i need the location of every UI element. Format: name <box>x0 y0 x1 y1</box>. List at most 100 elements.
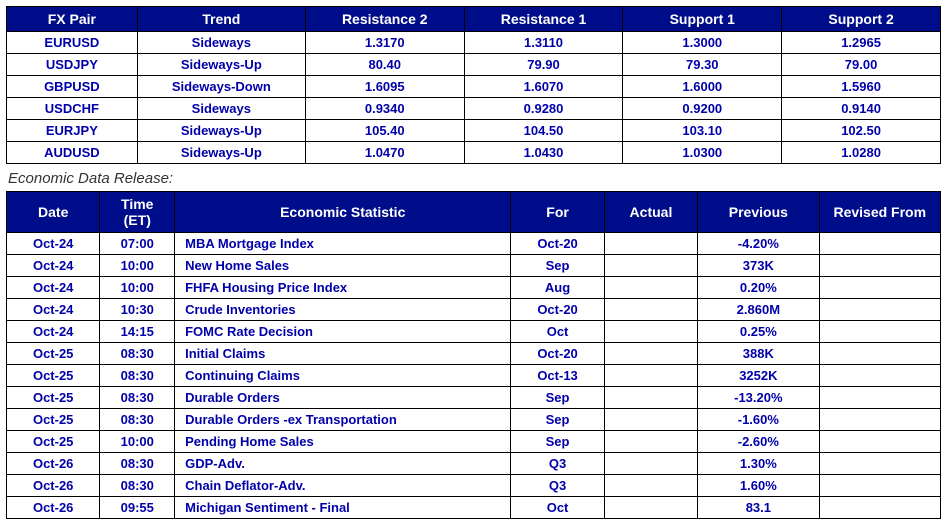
table-cell: Oct-24 <box>7 299 100 321</box>
table-row: Oct-2508:30Durable Orders -ex Transporta… <box>7 409 941 431</box>
table-row: Oct-2410:00FHFA Housing Price IndexAug0.… <box>7 277 941 299</box>
table-row: Oct-2414:15FOMC Rate DecisionOct0.25% <box>7 321 941 343</box>
table-cell: 1.6070 <box>464 76 623 98</box>
table-cell: 0.20% <box>698 277 819 299</box>
table-cell: Durable Orders -ex Transportation <box>175 409 511 431</box>
table-cell: Sideways-Down <box>137 76 305 98</box>
table-cell: 1.0280 <box>782 142 941 164</box>
table-cell <box>604 277 697 299</box>
table-cell: 08:30 <box>100 343 175 365</box>
table-cell <box>819 255 940 277</box>
econ-table-head: Date Time (ET) Economic Statistic For Ac… <box>7 192 941 233</box>
table-row: AUDUSDSideways-Up1.04701.04301.03001.028… <box>7 142 941 164</box>
table-cell: 1.3000 <box>623 32 782 54</box>
econ-header-stat: Economic Statistic <box>175 192 511 233</box>
table-row: Oct-2510:00Pending Home SalesSep-2.60% <box>7 431 941 453</box>
table-cell: 08:30 <box>100 387 175 409</box>
table-cell <box>819 387 940 409</box>
table-cell: 103.10 <box>623 120 782 142</box>
table-row: EURJPYSideways-Up105.40104.50103.10102.5… <box>7 120 941 142</box>
table-cell: 1.6000 <box>623 76 782 98</box>
table-cell: Sep <box>511 255 604 277</box>
table-row: GBPUSDSideways-Down1.60951.60701.60001.5… <box>7 76 941 98</box>
table-cell: Sideways-Up <box>137 142 305 164</box>
table-cell: 388K <box>698 343 819 365</box>
table-cell <box>604 299 697 321</box>
table-cell: Oct-24 <box>7 233 100 255</box>
table-cell: Sideways-Up <box>137 120 305 142</box>
table-cell: GDP-Adv. <box>175 453 511 475</box>
table-row: USDCHFSideways0.93400.92800.92000.9140 <box>7 98 941 120</box>
table-cell: 1.0430 <box>464 142 623 164</box>
table-cell <box>819 299 940 321</box>
econ-header-date: Date <box>7 192 100 233</box>
table-cell: 10:00 <box>100 255 175 277</box>
table-cell: 1.0300 <box>623 142 782 164</box>
econ-table: Date Time (ET) Economic Statistic For Ac… <box>6 191 941 519</box>
econ-header-actual: Actual <box>604 192 697 233</box>
table-cell: 0.9280 <box>464 98 623 120</box>
table-cell: 10:30 <box>100 299 175 321</box>
fx-header-trend: Trend <box>137 7 305 32</box>
table-cell: Initial Claims <box>175 343 511 365</box>
table-cell <box>819 365 940 387</box>
table-cell: Oct-24 <box>7 255 100 277</box>
table-cell: Continuing Claims <box>175 365 511 387</box>
table-cell: 2.860M <box>698 299 819 321</box>
table-cell: EURUSD <box>7 32 138 54</box>
table-cell: GBPUSD <box>7 76 138 98</box>
table-cell <box>604 475 697 497</box>
econ-header-for: For <box>511 192 604 233</box>
table-cell: 1.0470 <box>305 142 464 164</box>
table-cell: Oct <box>511 321 604 343</box>
table-row: Oct-2410:00New Home SalesSep373K <box>7 255 941 277</box>
fx-table: FX Pair Trend Resistance 2 Resistance 1 … <box>6 6 941 164</box>
table-cell: Oct-25 <box>7 365 100 387</box>
table-cell: -2.60% <box>698 431 819 453</box>
table-row: Oct-2608:30Chain Deflator-Adv.Q31.60% <box>7 475 941 497</box>
table-cell: FOMC Rate Decision <box>175 321 511 343</box>
table-cell: 83.1 <box>698 497 819 519</box>
table-cell <box>604 321 697 343</box>
table-cell: 79.30 <box>623 54 782 76</box>
table-cell <box>819 475 940 497</box>
table-cell <box>604 255 697 277</box>
table-row: Oct-2410:30Crude InventoriesOct-202.860M <box>7 299 941 321</box>
table-cell: Oct-25 <box>7 431 100 453</box>
fx-header-r1: Resistance 1 <box>464 7 623 32</box>
table-cell: 1.2965 <box>782 32 941 54</box>
fx-table-body: EURUSDSideways1.31701.31101.30001.2965US… <box>7 32 941 164</box>
table-row: Oct-2608:30GDP-Adv.Q31.30% <box>7 453 941 475</box>
table-cell <box>604 453 697 475</box>
table-cell <box>604 387 697 409</box>
table-row: USDJPYSideways-Up80.4079.9079.3079.00 <box>7 54 941 76</box>
table-cell: Sideways <box>137 32 305 54</box>
table-cell: Q3 <box>511 475 604 497</box>
table-cell <box>819 343 940 365</box>
table-cell: Michigan Sentiment - Final <box>175 497 511 519</box>
fx-header-pair: FX Pair <box>7 7 138 32</box>
table-cell: EURJPY <box>7 120 138 142</box>
table-cell: 0.9140 <box>782 98 941 120</box>
fx-header-s1: Support 1 <box>623 7 782 32</box>
table-cell: Oct-13 <box>511 365 604 387</box>
table-cell: 14:15 <box>100 321 175 343</box>
table-cell: 1.3110 <box>464 32 623 54</box>
table-cell: MBA Mortgage Index <box>175 233 511 255</box>
table-cell: Oct <box>511 497 604 519</box>
table-cell: Oct-26 <box>7 497 100 519</box>
table-cell: 105.40 <box>305 120 464 142</box>
table-cell: Pending Home Sales <box>175 431 511 453</box>
table-cell: 1.5960 <box>782 76 941 98</box>
table-row: Oct-2508:30Durable OrdersSep-13.20% <box>7 387 941 409</box>
table-cell: 09:55 <box>100 497 175 519</box>
table-cell <box>819 409 940 431</box>
table-cell: 79.00 <box>782 54 941 76</box>
table-cell: 0.25% <box>698 321 819 343</box>
fx-header-s2: Support 2 <box>782 7 941 32</box>
table-cell <box>604 497 697 519</box>
table-cell: AUDUSD <box>7 142 138 164</box>
table-cell <box>819 453 940 475</box>
table-cell: 1.6095 <box>305 76 464 98</box>
table-cell: USDJPY <box>7 54 138 76</box>
